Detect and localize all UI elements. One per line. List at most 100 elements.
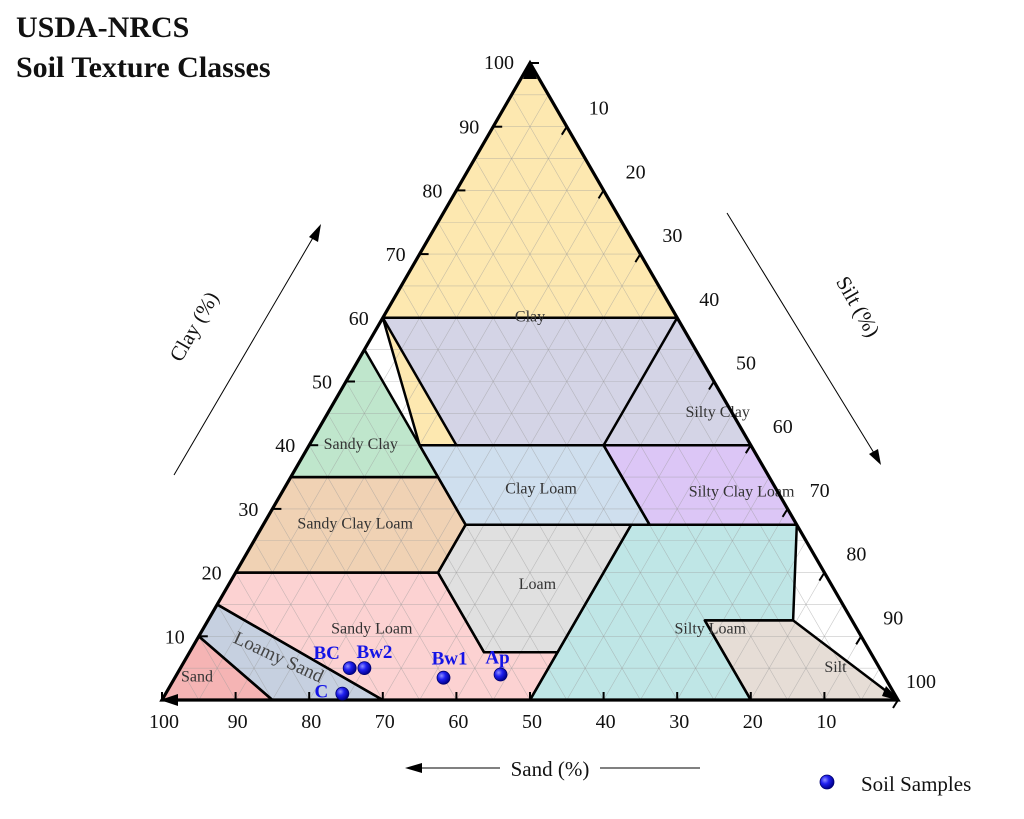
sand-tick-label-50: 50 bbox=[522, 711, 542, 733]
silt-tick-label-80: 80 bbox=[846, 544, 866, 566]
grid-line-sand-50 bbox=[345, 381, 531, 700]
grid-line-silt-60 bbox=[603, 445, 752, 700]
silt-tick-20 bbox=[597, 189, 605, 199]
region-label-clay-loam: Clay Loam bbox=[505, 480, 577, 497]
clay-tick-label-70: 70 bbox=[386, 244, 406, 266]
sand-tick-label-10: 10 bbox=[816, 711, 836, 733]
region-label-loam: Loam bbox=[519, 576, 557, 593]
region-label-sandy-clay: Sandy Clay bbox=[324, 436, 398, 453]
silt-tick-60 bbox=[744, 444, 752, 454]
clay-tick-label-30: 30 bbox=[238, 499, 258, 521]
silt-tick-label-20: 20 bbox=[626, 161, 646, 183]
sand-axis-title: Sand (%) bbox=[511, 757, 590, 781]
sample-point-ap[interactable] bbox=[493, 667, 508, 682]
silt-axis-line bbox=[726, 212, 875, 454]
clay-tick-label-60: 60 bbox=[349, 308, 369, 330]
sand-tick-label-100: 100 bbox=[149, 711, 179, 733]
sand-tick-label-70: 70 bbox=[375, 711, 395, 733]
grid-line-silt-80 bbox=[750, 572, 825, 700]
left-corner-arrowhead bbox=[160, 694, 178, 706]
silt-tick-70 bbox=[781, 508, 789, 518]
clay-tick-label-20: 20 bbox=[202, 563, 222, 585]
sand-tick-label-80: 80 bbox=[301, 711, 321, 733]
silt-tick-label-40: 40 bbox=[699, 289, 719, 311]
sample-label-c: C bbox=[314, 682, 328, 703]
clay-tick-label-40: 40 bbox=[275, 435, 295, 457]
clay-axis-title: Clay (%) bbox=[164, 287, 223, 365]
region-label-silty-loam: Silty Loam bbox=[675, 621, 747, 638]
region-loam bbox=[438, 524, 632, 653]
region-label-sandy-loam: Sandy Loam bbox=[331, 621, 413, 638]
grid-line-silt-85 bbox=[787, 604, 844, 700]
grid-line-sand-95 bbox=[180, 667, 200, 700]
region-sandy-clay-loam bbox=[235, 477, 466, 573]
silt-axis-title: Silt (%) bbox=[831, 272, 885, 341]
silt-tick-label-30: 30 bbox=[662, 225, 682, 247]
sample-label-bc: BC bbox=[313, 643, 339, 664]
top-corner-arrowhead bbox=[523, 61, 537, 79]
sand-axis-arrowhead bbox=[405, 763, 422, 773]
grid-line-sand-25 bbox=[437, 222, 715, 700]
region-label-silt: Silt bbox=[824, 659, 847, 676]
region-label-sandy-clay-loam: Sandy Clay Loam bbox=[297, 515, 413, 532]
silt-tick-90 bbox=[855, 635, 863, 645]
sand-tick-label-90: 90 bbox=[228, 711, 248, 733]
region-label-silty-clay-loam: Silty Clay Loam bbox=[689, 484, 795, 501]
region-label-clay: Clay bbox=[515, 308, 545, 325]
legend: Soil Samples bbox=[819, 772, 971, 796]
silt-tick-80 bbox=[818, 572, 826, 582]
grid-line-sand-5 bbox=[511, 94, 862, 700]
sample-point-c[interactable] bbox=[335, 686, 350, 701]
sand-tick-label-30: 30 bbox=[669, 711, 689, 733]
region-loamy-sand bbox=[198, 604, 383, 700]
sample-point-bc[interactable] bbox=[342, 661, 357, 676]
grid-line-silt-90 bbox=[824, 636, 862, 700]
silt-tick-label-90: 90 bbox=[883, 607, 903, 629]
sand-tick-label-40: 40 bbox=[596, 711, 616, 733]
sample-point-bw1[interactable] bbox=[436, 670, 451, 685]
region-label-silty-clay: Silty Clay bbox=[685, 404, 749, 421]
silt-tick-label-60: 60 bbox=[773, 416, 793, 438]
silt-tick-50 bbox=[708, 380, 715, 391]
grid-line-silt-95 bbox=[860, 667, 880, 700]
clay-tick-label-10: 10 bbox=[165, 626, 185, 648]
grid-line-sand-85 bbox=[216, 604, 273, 700]
silt-tick-100 bbox=[892, 699, 899, 709]
silt-tick-40 bbox=[671, 317, 679, 327]
legend-marker-soil-samples bbox=[819, 774, 835, 790]
grid-line-sand-65 bbox=[290, 476, 420, 700]
grid-line-silt-70 bbox=[676, 508, 788, 700]
region-label-sand: Sand bbox=[181, 668, 213, 685]
clay-tick-label-80: 80 bbox=[422, 180, 442, 202]
silt-tick-label-50: 50 bbox=[736, 353, 756, 375]
grid-line-sand-55 bbox=[327, 413, 494, 700]
right-corner-arrowhead bbox=[882, 686, 900, 701]
sand-tick-label-20: 20 bbox=[743, 711, 763, 733]
grid-line-silt-55 bbox=[566, 413, 733, 700]
grid-line-silt-5 bbox=[198, 94, 549, 700]
sample-label-bw2: Bw2 bbox=[356, 642, 392, 663]
clay-axis-arrowhead bbox=[309, 224, 321, 242]
silt-tick-label-100: 100 bbox=[906, 671, 936, 693]
silt-axis-arrowhead bbox=[869, 449, 881, 465]
sample-point-bw2[interactable] bbox=[357, 661, 372, 676]
grid-line-sand-75 bbox=[253, 540, 347, 700]
sample-label-ap: Ap bbox=[485, 648, 509, 669]
title-line-1: USDA-NRCS bbox=[16, 11, 190, 44]
grid-line-silt-65 bbox=[640, 476, 770, 700]
clay-tick-label-90: 90 bbox=[459, 117, 479, 139]
clay-tick-label-50: 50 bbox=[312, 372, 332, 394]
silt-tick-30 bbox=[634, 253, 642, 263]
grid-line-silt-25 bbox=[345, 222, 623, 700]
grid-line-silt-15 bbox=[272, 158, 586, 700]
silt-tick-label-10: 10 bbox=[589, 98, 609, 120]
silt-tick-label-70: 70 bbox=[810, 480, 830, 502]
sample-points: Ap Bw1 Bw2 BC C bbox=[313, 642, 509, 702]
grid-line-sand-90 bbox=[198, 636, 236, 700]
silt-tick-10 bbox=[560, 126, 568, 136]
sand-tick-label-60: 60 bbox=[448, 711, 468, 733]
axis-ticks: 100 90 80 70 60 50 40 30 20 10 10 20 30 40 50 60 70 80 90 1… bbox=[149, 52, 936, 733]
legend-label-soil-samples: Soil Samples bbox=[861, 772, 971, 796]
